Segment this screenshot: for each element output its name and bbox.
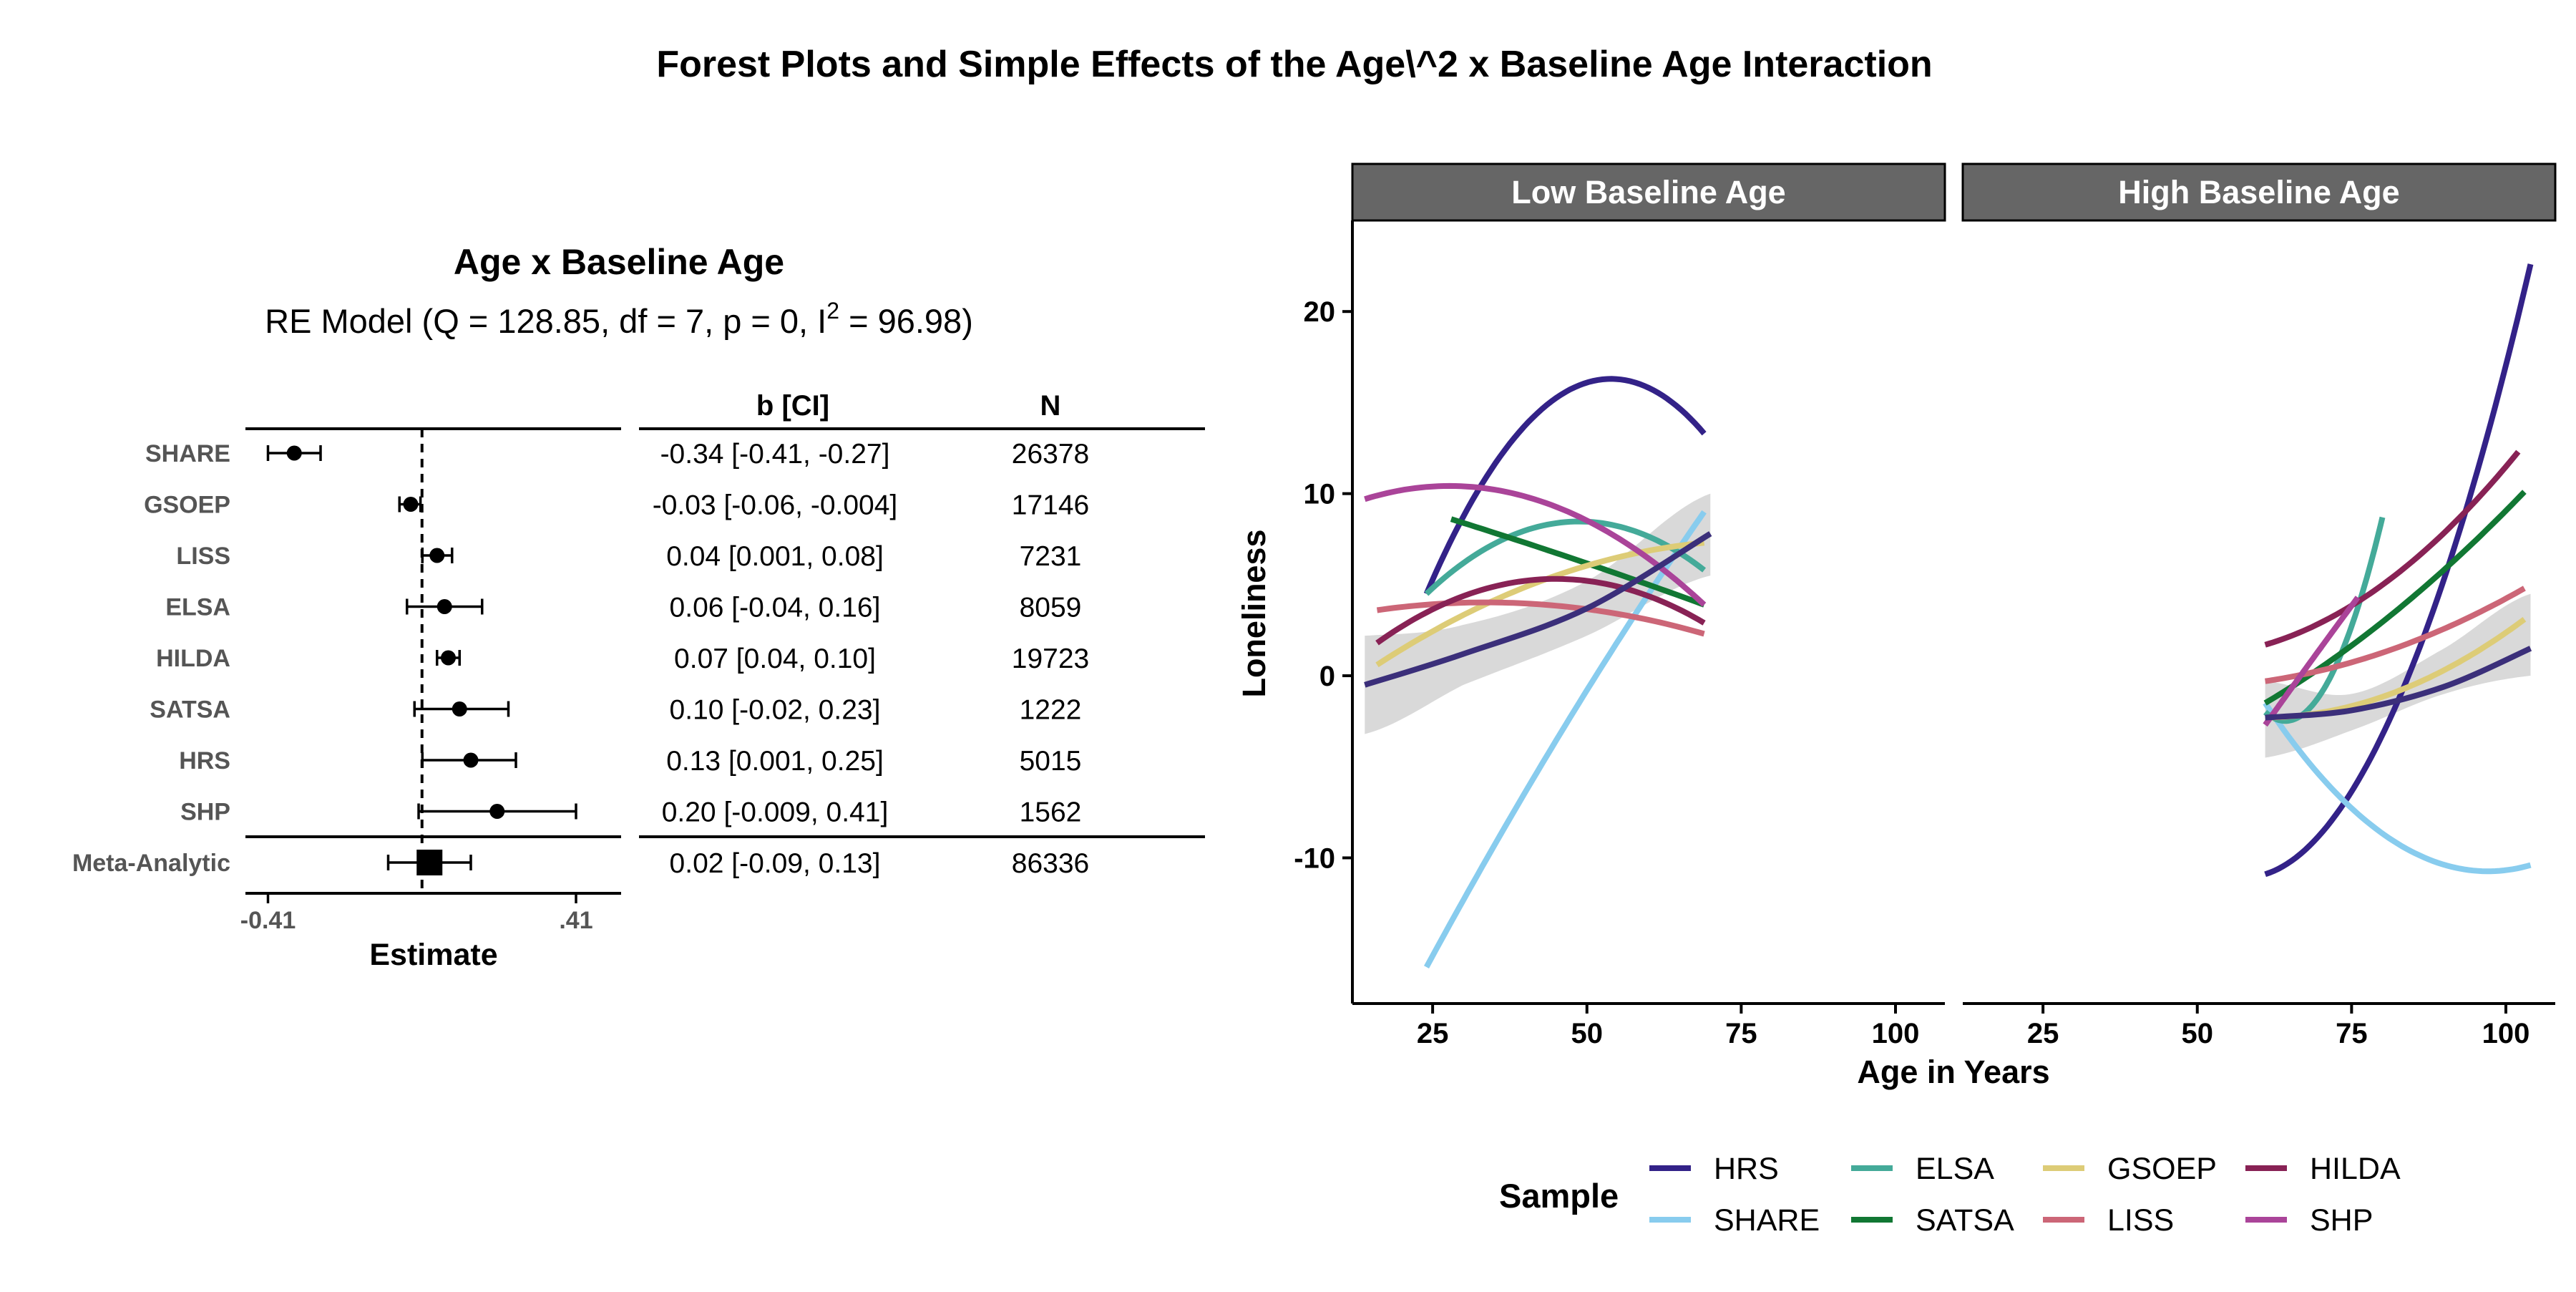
column-header-ci: b [CI] — [756, 390, 829, 422]
series-line-hrs-high — [2264, 263, 2534, 878]
line-xlabel: Age in Years — [1857, 1054, 2049, 1090]
estimate-point-gsoep — [403, 497, 419, 512]
legend-label-elsa: ELSA — [1916, 1152, 1994, 1186]
ytick-label-0: 0 — [1319, 661, 1335, 692]
series-line-liss-high — [2265, 586, 2526, 684]
study-label-shp: SHP — [180, 799, 230, 826]
estimate-square-meta-analytic — [416, 850, 443, 875]
legend-label-liss: LISS — [2107, 1203, 2174, 1238]
study-label-meta-analytic: Meta-Analytic — [72, 850, 230, 877]
xtick-label-high-25: 25 — [2027, 1018, 2059, 1049]
ytick-label-20: 20 — [1304, 296, 1336, 328]
n-text-meta-analytic: 86336 — [1012, 848, 1089, 879]
n-text-gsoep: 17146 — [1012, 490, 1089, 521]
series-line-satsa-low — [1450, 516, 1705, 608]
legend: Sample HRS SHARE ELSA SATSA GSOEP LISS HILDA SH… — [1499, 1152, 2401, 1238]
series-line-shp-low — [1364, 482, 1707, 607]
forest-marks: SHARE -0.34 [-0.41, -0.27] 26378 GSOEP -0.03… — [72, 429, 1089, 934]
forest-plot: Age x Baseline Age RE Model (Q = 128.85,… — [72, 242, 1205, 972]
forest-subtitle: RE Model (Q = 128.85, df = 7, p = 0, I2 … — [265, 298, 973, 340]
xtick-label-low-50: 50 — [1571, 1018, 1604, 1049]
facet-strip-low — [1351, 162, 1946, 222]
panel-low-baseline: 25 50 75 100 -10 0 10 20 — [1294, 220, 1945, 1049]
series-line-elsa-low — [1424, 518, 1707, 596]
study-label-elsa: ELSA — [165, 594, 230, 621]
xtick-label-low-100: 100 — [1872, 1018, 1920, 1049]
ci-text-hilda: 0.07 [0.04, 0.10] — [674, 643, 876, 674]
xtick-label-high-50: 50 — [2182, 1018, 2214, 1049]
forest-xlabel: Estimate — [369, 938, 497, 972]
ci-text-hrs: 0.13 [0.001, 0.25] — [666, 746, 884, 777]
n-text-hrs: 5015 — [1020, 746, 1082, 777]
legend-label-shp: SHP — [2310, 1203, 2373, 1238]
average-line-high — [2265, 646, 2532, 721]
panel-high-baseline: 25 50 75 100 — [1963, 263, 2555, 1049]
estimate-point-satsa — [452, 701, 467, 717]
ci-text-meta-analytic: 0.02 [-0.09, 0.13] — [670, 848, 881, 879]
study-label-gsoep: GSOEP — [144, 492, 230, 519]
legend-label-satsa: SATSA — [1916, 1203, 2014, 1238]
column-header-n: N — [1040, 390, 1061, 422]
legend-label-hrs: HRS — [1714, 1152, 1779, 1186]
forest-title: Age x Baseline Age — [454, 242, 784, 282]
ci-text-elsa: 0.06 [-0.04, 0.16] — [670, 593, 881, 623]
ci-text-satsa: 0.10 [-0.02, 0.23] — [670, 695, 881, 726]
n-text-shp: 1562 — [1020, 797, 1082, 828]
line-ylabel: Loneliness — [1236, 529, 1272, 697]
estimate-point-hilda — [441, 650, 456, 666]
estimate-point-share — [286, 445, 302, 461]
ytick-label-10: 10 — [1304, 479, 1336, 510]
average-line-low — [1364, 531, 1712, 688]
series-line-shp-high — [2263, 596, 2361, 727]
estimate-point-hrs — [463, 752, 479, 768]
series-line-hilda-high — [2264, 450, 2521, 648]
series-line-share-low — [1423, 510, 1707, 969]
xtick-label-high-75: 75 — [2336, 1018, 2368, 1049]
estimate-point-elsa — [436, 599, 452, 614]
legend-label-hilda: HILDA — [2310, 1152, 2401, 1186]
ci-text-share: -0.34 [-0.41, -0.27] — [660, 439, 890, 470]
estimate-point-shp — [489, 804, 505, 819]
n-text-hilda: 19723 — [1012, 643, 1089, 674]
n-text-liss: 7231 — [1020, 541, 1082, 572]
study-label-hilda: HILDA — [156, 645, 230, 672]
study-label-satsa: SATSA — [150, 696, 230, 724]
line-chart: Low Baseline Age High Baseline Age Lonel… — [1236, 162, 2557, 1238]
series-line-share-high — [2263, 701, 2532, 875]
confidence-ribbon-high — [2265, 593, 2531, 758]
n-text-satsa: 1222 — [1020, 695, 1082, 726]
ytick-label--10: -10 — [1294, 842, 1335, 874]
legend-label-gsoep: GSOEP — [2107, 1152, 2217, 1186]
xtick-label-low-75: 75 — [1725, 1018, 1757, 1049]
ci-text-shp: 0.20 [-0.009, 0.41] — [662, 797, 889, 828]
facet-label-low: Low Baseline Age — [1511, 174, 1785, 210]
xtick-label-high-100: 100 — [2482, 1018, 2530, 1049]
xtick-label-low-25: 25 — [1417, 1018, 1449, 1049]
study-label-share: SHARE — [145, 440, 230, 467]
series-line-hrs-low — [1423, 376, 1707, 596]
legend-title: Sample — [1499, 1177, 1619, 1215]
confidence-ribbon-low — [1365, 493, 1711, 734]
facet-strip-high — [1961, 162, 2557, 222]
series-line-elsa-high — [2263, 516, 2386, 724]
series-line-liss-low — [1376, 599, 1705, 637]
series-line-hilda-low — [1375, 575, 1706, 646]
n-text-share: 26378 — [1012, 439, 1089, 470]
figure-title: Forest Plots and Simple Effects of the A… — [656, 44, 1932, 85]
estimate-point-liss — [429, 548, 445, 563]
legend-label-share: SHARE — [1714, 1203, 1820, 1238]
facet-label-high: High Baseline Age — [2118, 174, 2399, 210]
forest-xtick-label-1: .41 — [559, 907, 592, 934]
n-text-elsa: 8059 — [1020, 593, 1082, 623]
study-label-hrs: HRS — [179, 747, 230, 774]
ci-text-gsoep: -0.03 [-0.06, -0.004] — [653, 490, 898, 521]
ci-text-liss: 0.04 [0.001, 0.08] — [666, 541, 884, 572]
study-label-liss: LISS — [176, 543, 230, 570]
forest-xtick-label-0: -0.41 — [240, 907, 296, 934]
